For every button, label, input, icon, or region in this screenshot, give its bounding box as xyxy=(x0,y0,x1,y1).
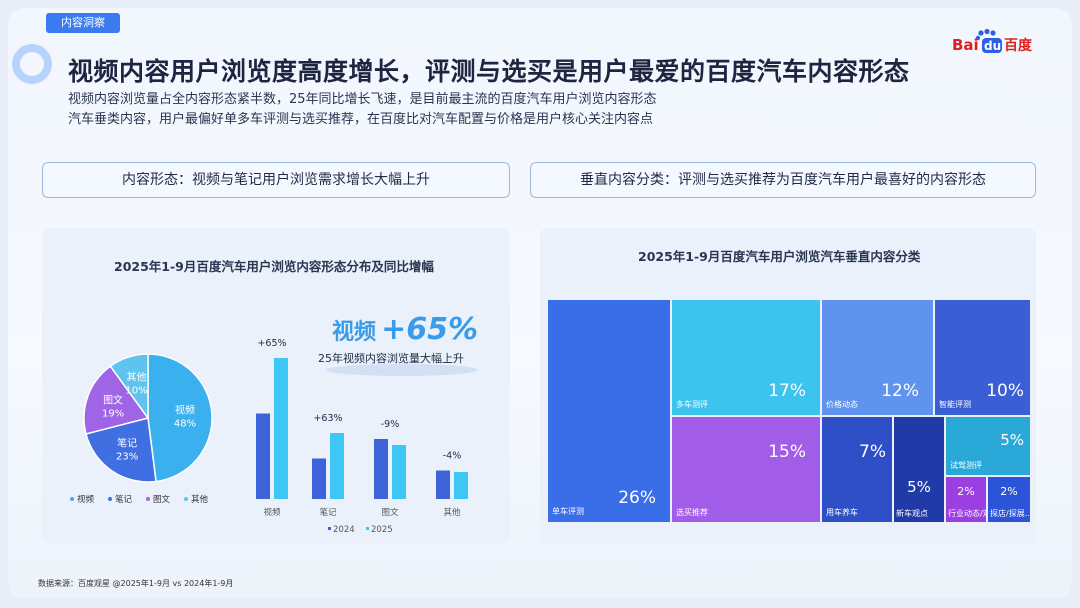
bar-legend-marker xyxy=(366,527,369,530)
bar-2025-4 xyxy=(454,472,468,499)
treemap: 26% 单车评测 17% 多车测评 15% 选买推荐 12% 价格动态 10% 智能评测 7% 用车养… xyxy=(548,300,1030,522)
bar-legend-label: 2024 xyxy=(333,525,355,535)
left-section-pill: 内容形态：视频与笔记用户浏览需求增长大幅上升 xyxy=(42,162,510,198)
paw-icon xyxy=(975,28,996,41)
pie-label-name: 其他 xyxy=(127,371,147,384)
treemap-cell-value: 2% xyxy=(1000,485,1018,498)
bar-legend-label: 2025 xyxy=(371,525,393,535)
highlight-shadow xyxy=(326,364,478,376)
subtitle-line-1: 视频内容浏览量占全内容形态紧半数，25年同比增长飞速，是目前最主流的百度汽车用户… xyxy=(68,92,657,107)
treemap-cell-value: 7% xyxy=(859,442,886,462)
treemap-cell-name: 试驾测评 xyxy=(950,461,982,470)
treemap-cell-value: 17% xyxy=(768,381,806,401)
bar-category-label: 笔记 xyxy=(319,507,337,518)
pie-legend-marker xyxy=(146,497,150,501)
highlight-label: 视频 xyxy=(332,320,377,345)
right-section-pill: 垂直内容分类：评测与选买推荐为百度汽车用户最喜好的内容形态 xyxy=(530,162,1036,198)
pie-label-name: 图文 xyxy=(103,393,123,406)
svg-text:du: du xyxy=(984,39,1001,53)
treemap-cell-7: 5% 试驾测评 xyxy=(946,417,1030,475)
pie-legend-label: 其他 xyxy=(191,494,209,505)
bar-growth-label: +65% xyxy=(257,338,286,349)
treemap-cell-value: 5% xyxy=(907,478,931,496)
subtitle-line-2: 汽车垂类内容，用户最偏好单多车评测与选买推荐，在百度比对汽车配置与价格是用户核心… xyxy=(68,112,654,127)
pie-label-value: 19% xyxy=(102,408,124,419)
bar-2024-2 xyxy=(312,458,326,499)
bar-2025-1 xyxy=(274,358,288,499)
treemap-cell-value: 26% xyxy=(618,488,656,508)
svg-text:百度: 百度 xyxy=(1004,37,1033,54)
bar-2024-3 xyxy=(374,439,388,499)
right-chart-title: 2025年1-9月百度汽车用户浏览汽车垂直内容分类 xyxy=(638,249,921,264)
treemap-cell-name: 多车测评 xyxy=(676,400,708,409)
bar-2025-3 xyxy=(392,445,406,499)
bar-legend-marker xyxy=(328,527,331,530)
page-title: 视频内容用户浏览度高度增长，评测与选买是用户最爱的百度汽车内容形态 xyxy=(68,57,910,86)
pie-legend-label: 图文 xyxy=(153,494,171,505)
treemap-cell-name: 智能评测 xyxy=(939,400,971,409)
left-chart-title: 2025年1-9月百度汽车用户浏览内容形态分布及同比增幅 xyxy=(114,259,434,274)
bar-category-label: 其他 xyxy=(443,507,461,518)
highlight-value: +65% xyxy=(381,312,479,347)
treemap-cell-5: 10% 智能评测 xyxy=(935,300,1030,415)
treemap-cell-3: 15% 选买推荐 xyxy=(672,417,820,522)
treemap-cell-name: 单车评测 xyxy=(552,507,584,516)
pie-legend-label: 视频 xyxy=(77,494,95,505)
treemap-cell-value: 15% xyxy=(768,442,806,462)
treemap-cell-value: 5% xyxy=(1000,431,1024,449)
pie-label-value: 23% xyxy=(116,452,138,463)
treemap-cell-1: 26% 单车评测 xyxy=(548,300,670,522)
treemap-cell-2: 17% 多车测评 xyxy=(672,300,820,415)
treemap-cell-name: 选买推荐 xyxy=(676,508,708,517)
bar-growth-label: -9% xyxy=(381,419,400,430)
treemap-cell-value: 12% xyxy=(881,381,919,401)
baidu-logo: Bai du 百度 xyxy=(952,28,1033,54)
treemap-cell-name: 新车观点 xyxy=(896,509,928,518)
treemap-cell-6: 7% 用车养车 xyxy=(822,417,892,522)
data-source: 数据来源：百度观星 @2025年1-9月 vs 2024年1-9月 xyxy=(38,579,234,588)
treemap-cell-4: 12% 价格动态 xyxy=(822,300,933,415)
treemap-cell-name: 行业动态/观点 xyxy=(948,509,986,518)
treemap-cell-name: 价格动态 xyxy=(826,400,858,409)
treemap-cell-10: 2% 探店/探展… xyxy=(988,477,1030,522)
bar-category-label: 图文 xyxy=(381,507,399,518)
pie-slice-3 xyxy=(83,365,150,435)
pie-legend-marker xyxy=(70,497,74,501)
ring-decoration-icon xyxy=(12,44,52,84)
treemap-cell-name: 用车养车 xyxy=(826,508,858,517)
pie-legend-marker xyxy=(108,497,112,501)
bar-2025-2 xyxy=(330,433,344,499)
section-tag: 内容洞察 xyxy=(46,13,120,33)
highlight-caption: 25年视频内容浏览量大幅上升 xyxy=(318,352,464,365)
treemap-cell-8: 5% 新车观点 xyxy=(894,417,944,522)
treemap-cell-name: 探店/探展… xyxy=(990,509,1030,518)
pie-slice-1 xyxy=(147,353,213,483)
bar-growth-label: +63% xyxy=(313,413,342,424)
pie-slice-4 xyxy=(109,353,149,421)
pie-label-value: 10% xyxy=(125,386,147,397)
pie-slice-2 xyxy=(85,417,157,483)
treemap-cell-value: 2% xyxy=(957,485,975,498)
bar-category-label: 视频 xyxy=(263,507,281,518)
pie-label-value: 48% xyxy=(174,419,196,430)
bar-2024-4 xyxy=(436,470,450,499)
pie-label-name: 视频 xyxy=(175,404,195,417)
treemap-cell-9: 2% 行业动态/观点 xyxy=(946,477,986,522)
svg-text:Bai: Bai xyxy=(952,36,979,54)
bar-2024-1 xyxy=(256,413,270,499)
pie-label-name: 笔记 xyxy=(117,437,137,450)
pie-legend-marker xyxy=(184,497,188,501)
pie-legend-label: 笔记 xyxy=(115,494,133,505)
highlight-callout: 视频 +65% xyxy=(332,312,478,347)
treemap-cell-value: 10% xyxy=(986,381,1024,401)
bar-growth-label: -4% xyxy=(443,451,462,462)
